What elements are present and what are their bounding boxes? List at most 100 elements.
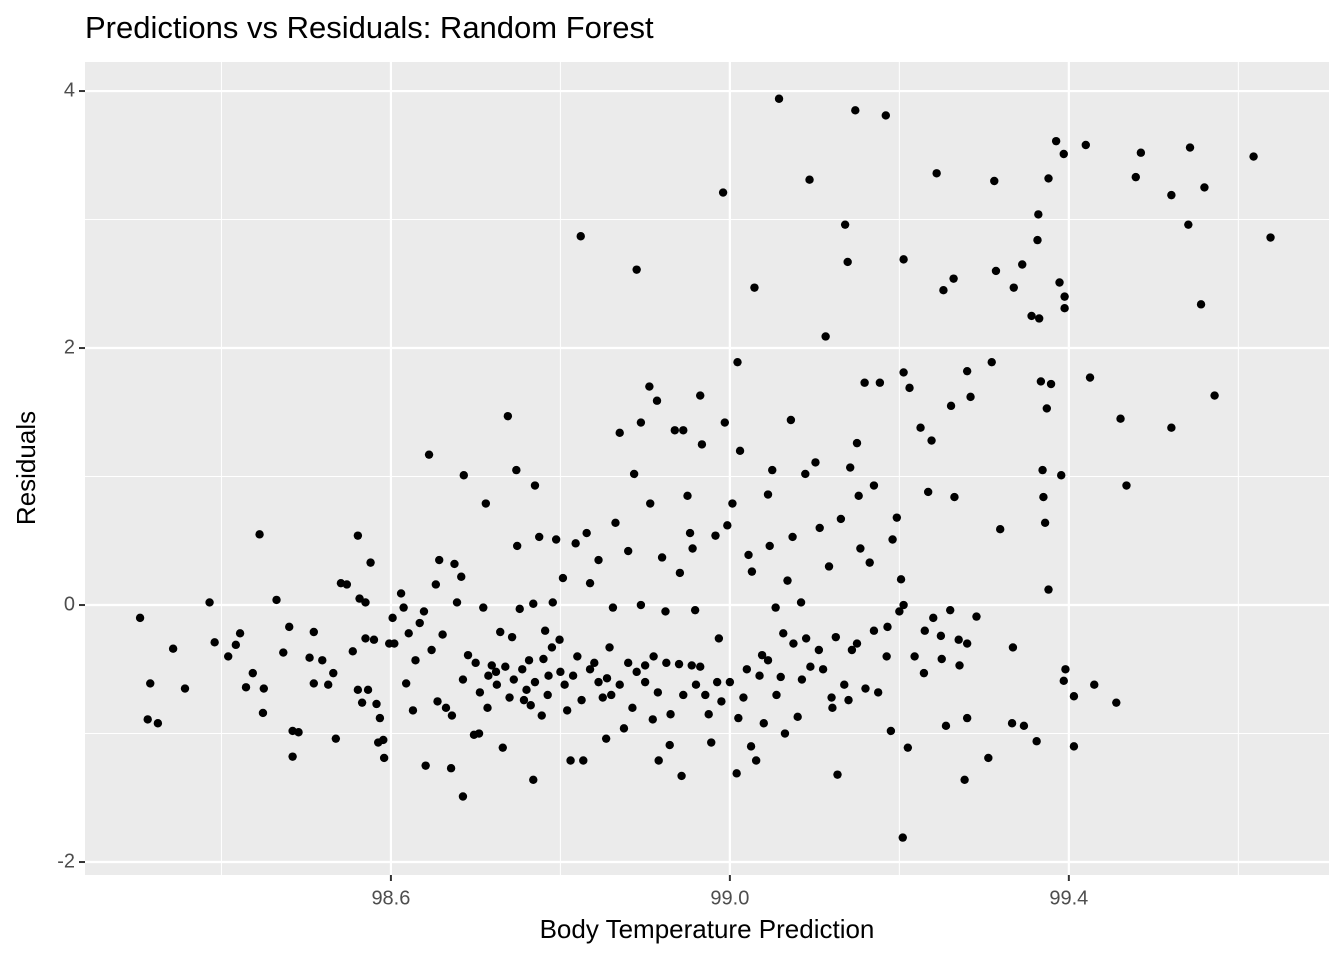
point bbox=[865, 558, 874, 567]
point bbox=[512, 465, 521, 475]
point bbox=[831, 632, 841, 642]
point bbox=[556, 667, 565, 677]
point bbox=[543, 690, 552, 700]
point bbox=[530, 677, 540, 687]
point bbox=[576, 232, 585, 241]
point bbox=[688, 544, 697, 553]
point bbox=[459, 471, 468, 480]
point bbox=[235, 629, 245, 638]
point bbox=[734, 713, 743, 723]
point bbox=[696, 391, 705, 400]
point bbox=[941, 721, 951, 731]
point bbox=[408, 706, 418, 715]
point bbox=[615, 428, 624, 438]
chart-title: Predictions vs Residuals: Random Forest bbox=[85, 10, 654, 45]
point bbox=[895, 607, 904, 616]
point bbox=[524, 656, 534, 665]
point bbox=[751, 756, 761, 765]
point bbox=[661, 607, 670, 616]
point bbox=[619, 724, 629, 733]
point bbox=[987, 357, 996, 367]
point bbox=[585, 578, 595, 588]
point bbox=[666, 710, 675, 719]
point bbox=[153, 719, 163, 728]
point bbox=[632, 667, 641, 677]
point bbox=[701, 690, 710, 700]
point bbox=[962, 639, 972, 648]
point bbox=[899, 368, 908, 377]
point bbox=[732, 769, 741, 778]
point bbox=[421, 761, 430, 770]
point bbox=[366, 558, 375, 567]
point bbox=[696, 662, 705, 671]
point bbox=[1033, 235, 1042, 245]
point bbox=[309, 679, 319, 688]
point bbox=[258, 708, 268, 718]
point bbox=[1210, 391, 1219, 400]
point bbox=[1185, 143, 1195, 152]
point bbox=[594, 677, 603, 687]
point bbox=[241, 683, 251, 692]
point bbox=[379, 735, 388, 745]
point bbox=[1008, 643, 1018, 652]
point bbox=[779, 629, 788, 638]
point bbox=[1196, 300, 1206, 309]
point bbox=[833, 770, 842, 779]
point bbox=[955, 661, 964, 670]
point bbox=[1027, 311, 1036, 321]
point bbox=[854, 491, 863, 501]
point bbox=[357, 698, 367, 707]
point bbox=[950, 492, 959, 502]
point bbox=[515, 604, 524, 614]
point bbox=[828, 703, 837, 713]
point bbox=[180, 684, 190, 693]
point bbox=[990, 176, 999, 186]
point bbox=[636, 418, 646, 427]
point bbox=[786, 415, 796, 425]
point bbox=[438, 630, 447, 639]
point bbox=[929, 613, 938, 623]
point bbox=[670, 426, 679, 435]
point bbox=[733, 357, 742, 367]
point bbox=[869, 626, 879, 635]
point bbox=[602, 674, 612, 683]
point bbox=[903, 743, 913, 752]
point bbox=[652, 396, 662, 405]
point bbox=[447, 711, 457, 720]
point bbox=[503, 411, 513, 421]
point bbox=[735, 446, 745, 456]
point bbox=[991, 266, 1001, 276]
point bbox=[529, 599, 538, 608]
point bbox=[1042, 404, 1052, 413]
point bbox=[484, 671, 493, 680]
point bbox=[615, 680, 624, 689]
point bbox=[446, 764, 456, 773]
point bbox=[972, 612, 981, 621]
point bbox=[886, 726, 896, 736]
point bbox=[505, 693, 514, 702]
point bbox=[363, 685, 373, 695]
point bbox=[424, 450, 434, 459]
point bbox=[916, 423, 925, 432]
point bbox=[946, 605, 955, 615]
point bbox=[331, 734, 341, 743]
point bbox=[632, 265, 641, 274]
point bbox=[725, 677, 735, 687]
point bbox=[628, 703, 637, 713]
point bbox=[856, 544, 865, 553]
point bbox=[697, 440, 707, 449]
point bbox=[566, 756, 575, 765]
point bbox=[590, 658, 599, 668]
point bbox=[342, 580, 352, 589]
point bbox=[949, 274, 958, 283]
point bbox=[548, 598, 557, 607]
point bbox=[585, 665, 595, 674]
point bbox=[896, 575, 906, 584]
point bbox=[679, 690, 688, 700]
point bbox=[450, 559, 459, 569]
point bbox=[654, 756, 663, 765]
point bbox=[361, 598, 370, 607]
point bbox=[814, 645, 824, 655]
x-tick-label: 99.0 bbox=[710, 887, 749, 909]
